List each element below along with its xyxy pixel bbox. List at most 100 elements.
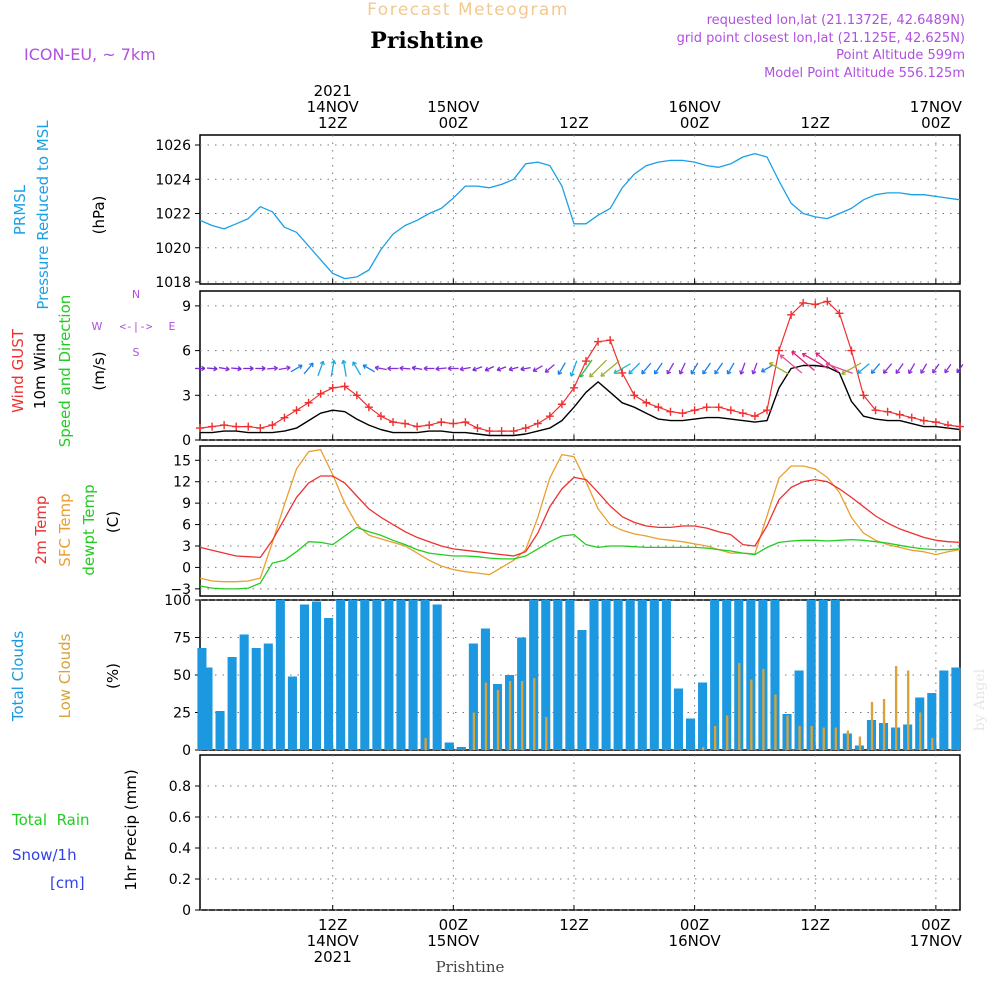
wind-arrow-shaft xyxy=(579,359,593,378)
total-cloud-bar xyxy=(312,601,322,750)
wind-arrow-shaft xyxy=(791,351,815,372)
total-cloud-bar xyxy=(336,600,346,750)
compass-n: N xyxy=(132,288,140,301)
title-top: Forecast Meteogram xyxy=(367,0,569,20)
total-cloud-bar xyxy=(649,600,659,750)
total-cloud-bar xyxy=(360,600,370,750)
temp-label-unit: (C) xyxy=(104,511,122,533)
temperature-panel: −3 0 3 6 9 12 15 xyxy=(170,445,961,598)
gust-marker xyxy=(787,310,796,319)
wind-arrow-head xyxy=(352,361,357,366)
wind-arrow-shaft xyxy=(508,366,519,371)
gust-marker xyxy=(364,403,373,412)
time-label-top: 16NOV xyxy=(669,98,722,116)
total-cloud-bar xyxy=(565,600,575,750)
precip-ytick-label: 0.6 xyxy=(169,810,191,826)
wind-direction-arrow xyxy=(267,365,278,371)
gust-marker xyxy=(883,407,892,416)
time-label-top: 12Z xyxy=(559,114,588,132)
wind-direction-arrow xyxy=(768,362,790,375)
wind-arrow-shaft xyxy=(290,364,303,373)
total-cloud-bar xyxy=(951,667,961,750)
gust-marker xyxy=(376,412,385,421)
pressure-ytick-label: 1022 xyxy=(155,207,191,223)
wind-arrow-shaft xyxy=(303,362,314,375)
wind-arrow-shaft xyxy=(883,363,893,374)
wind-arrow-shaft xyxy=(714,362,724,375)
temp-sfc-line xyxy=(199,448,961,583)
wind-arrow-head xyxy=(841,370,846,375)
wind-arrow-head xyxy=(496,366,502,372)
total-cloud-bar xyxy=(384,600,394,750)
clouds-ytick-label: 25 xyxy=(173,706,191,722)
low-cloud-bar xyxy=(882,699,886,750)
wind-arrow-head xyxy=(690,369,696,375)
wind-direction-arrow xyxy=(508,366,519,372)
wind-arrow-head xyxy=(779,354,785,359)
gust-marker xyxy=(823,297,832,306)
wind-arrow-shaft xyxy=(740,362,746,375)
total-cloud-bar xyxy=(275,600,285,750)
low-cloud-bar xyxy=(810,726,813,750)
time-label-top: 15NOV xyxy=(427,98,480,116)
wind-arrow-head xyxy=(579,372,585,378)
wind-direction-arrow xyxy=(956,363,964,374)
wind-arrow-head xyxy=(362,364,368,370)
wind-arrow-shaft xyxy=(317,361,324,376)
wind-arrow-head xyxy=(273,365,278,371)
location-title: Prishtine xyxy=(370,28,483,54)
wind-arrow-head xyxy=(225,366,230,372)
wind-gust-line xyxy=(199,300,961,432)
time-label-bottom: 17NOV xyxy=(910,932,963,950)
wind-direction-arrow xyxy=(532,365,543,372)
total-cloud-bar xyxy=(673,688,683,750)
clouds-ytick-label: 100 xyxy=(164,593,191,609)
wind-arrow-head xyxy=(374,365,380,371)
wind-direction-arrow xyxy=(290,364,303,373)
temperature-ytick-label: 12 xyxy=(173,475,191,491)
gust-marker xyxy=(702,403,711,412)
precip-legend-cm: [cm] xyxy=(50,874,85,892)
low-cloud-bar xyxy=(738,663,741,750)
wind-arrow-head xyxy=(920,369,925,374)
total-cloud-bar xyxy=(348,600,358,750)
wind-arrow-shaft xyxy=(628,362,641,375)
time-label-bottom: 00Z xyxy=(680,916,709,934)
total-cloud-bar xyxy=(197,648,207,750)
wind-arrow-head xyxy=(520,366,525,372)
clouds-ytick-label: 50 xyxy=(173,668,191,684)
temperature-ytick-label: −3 xyxy=(170,582,191,598)
wind-ylabels: Wind GUST 10m Wind Speed and Direction (… xyxy=(9,288,176,447)
total-cloud-bar xyxy=(239,634,249,750)
total-cloud-bar xyxy=(577,630,587,750)
wind-arrow-shaft xyxy=(702,362,712,375)
wind-direction-arrow xyxy=(653,362,663,375)
low-cloud-bar xyxy=(834,727,837,750)
gust-marker xyxy=(775,346,784,355)
wind-direction-arrow xyxy=(579,359,593,378)
wind-arrow-head xyxy=(801,352,807,358)
total-cloud-bar xyxy=(251,648,261,750)
wind-arrow-shaft xyxy=(769,362,790,375)
temperature-ytick-label: 6 xyxy=(182,518,191,534)
gust-marker xyxy=(497,427,506,436)
wind-panel: 0 3 6 9 xyxy=(182,290,964,449)
wind-label-10m: 10m Wind xyxy=(31,333,49,409)
total-cloud-bar xyxy=(553,600,563,750)
gust-marker xyxy=(871,406,880,415)
total-cloud-bar xyxy=(722,600,732,750)
total-cloud-bar xyxy=(299,604,310,750)
wind-arrow-shaft xyxy=(870,363,881,374)
temperature-ytick-label: 9 xyxy=(182,496,191,512)
temperature-ytick-label: 0 xyxy=(182,560,191,576)
wind-arrow-head xyxy=(815,352,821,358)
wind-arrow-head xyxy=(760,367,766,373)
wind-arrow-head xyxy=(508,366,514,372)
low-cloud-bar xyxy=(774,694,777,750)
precip-frame xyxy=(199,754,961,911)
wind-arrow-shaft xyxy=(496,366,507,371)
wind-arrow-shaft xyxy=(920,363,928,374)
gust-marker xyxy=(280,413,289,422)
gust-marker xyxy=(907,413,916,422)
gust-marker xyxy=(642,398,651,407)
